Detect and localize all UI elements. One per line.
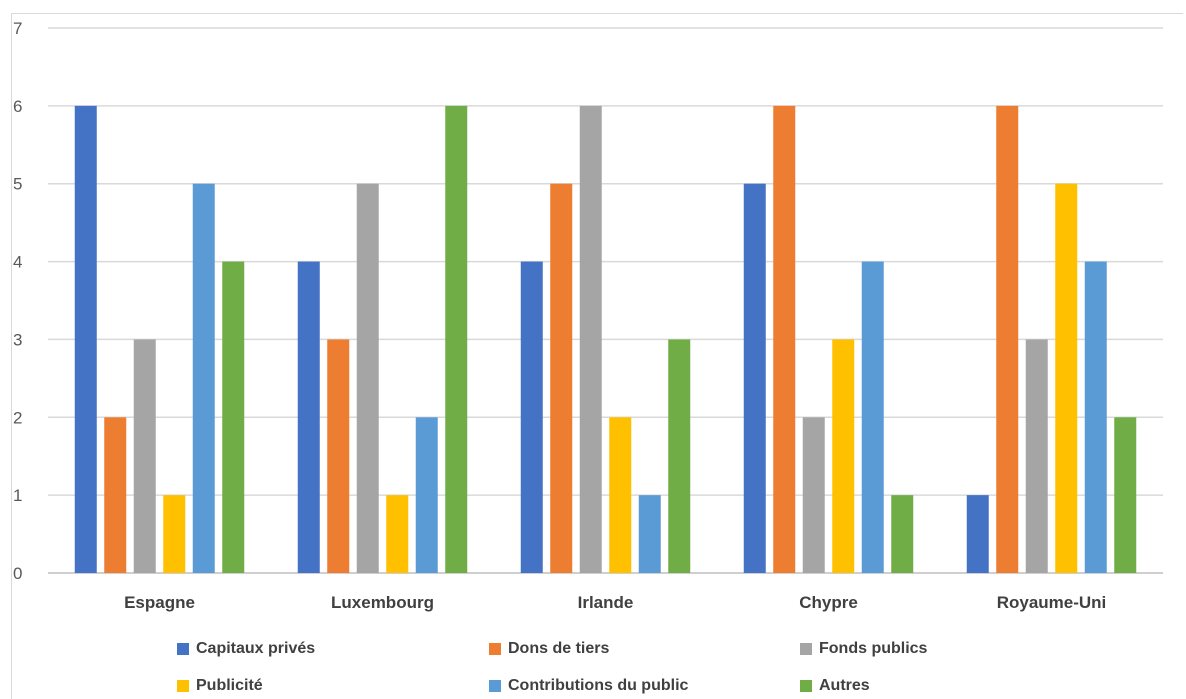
y-tick-label: 3 [13,330,22,349]
bar [550,183,573,573]
y-axis-tick-labels: 0 1 2 3 4 5 6 7 [13,19,22,583]
bar [327,339,350,573]
bar [356,183,379,573]
y-tick-label: 2 [13,408,22,427]
legend-label: Fonds publics [819,640,928,657]
legend-label: Capitaux privés [196,640,316,657]
legend-item-fonds-publics: Fonds publics [800,640,927,658]
legend-item-autres: Autres [800,677,870,695]
bar [966,495,989,573]
legend-swatch [177,643,189,655]
legend-item-publicite: Publicité [177,677,263,695]
legend-label: Autres [819,677,870,694]
y-tick-label: 5 [13,175,22,194]
legend-swatch [177,680,189,692]
y-tick-label: 4 [13,253,22,272]
bar [1084,261,1107,573]
x-category-label: Luxembourg [331,593,434,612]
bar [74,105,97,573]
bar [163,495,186,573]
gridlines [48,27,1163,574]
chart-frame [11,13,1183,699]
bar [832,339,855,573]
x-category-label: Espagne [124,593,195,612]
bar [192,183,215,573]
bar [743,183,766,573]
bar [638,495,661,573]
x-axis-category-labels: Espagne Luxembourg Irlande Chypre Royaume-Un… [124,593,1106,612]
legend-item-contributions-du-public: Contributions du public [489,677,688,695]
y-tick-label: 1 [13,486,22,505]
bars [74,105,1137,573]
y-tick-label: 0 [13,564,22,583]
bar [1114,417,1137,573]
bar [891,495,914,573]
y-tick-label: 7 [13,19,22,38]
legend-label: Contributions du public [508,677,689,694]
y-tick-label: 6 [13,97,22,116]
bar [802,417,825,573]
bar [861,261,884,573]
legend-swatch [800,680,812,692]
bar [386,495,409,573]
bar [1055,183,1078,573]
legend-item-capitaux-prives: Capitaux privés [177,640,315,658]
legend-swatch [489,680,501,692]
bar [445,105,468,573]
x-category-label: Chypre [799,593,858,612]
bar [222,261,245,573]
legend-label: Dons de tiers [508,640,610,657]
bar [415,417,438,573]
legend-item-dons-de-tiers: Dons de tiers [489,640,609,658]
x-category-label: Irlande [578,593,634,612]
bar [579,105,602,573]
bar [996,105,1019,573]
legend-swatch [800,643,812,655]
bar [520,261,543,573]
x-category-label: Royaume-Uni [997,593,1107,612]
legend-label: Publicité [196,677,263,694]
bar [773,105,796,573]
bar [609,417,632,573]
bar [297,261,320,573]
bar [1025,339,1048,573]
bar [668,339,691,573]
bar [104,417,127,573]
legend-swatch [489,643,501,655]
bar [133,339,156,573]
